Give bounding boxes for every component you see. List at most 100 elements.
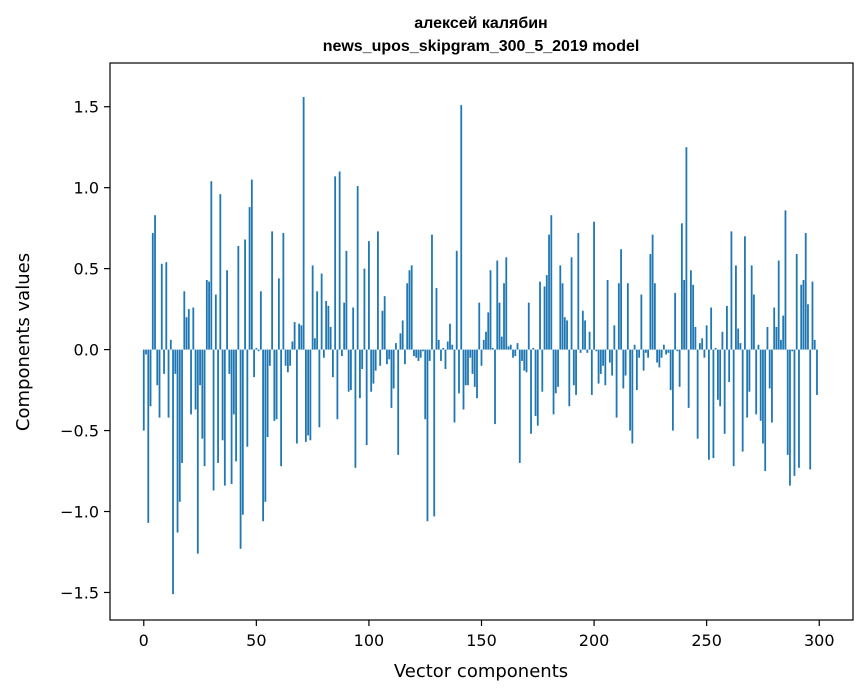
bar-29 — [208, 281, 210, 350]
bar-182 — [552, 349, 555, 415]
bar-104 — [377, 231, 379, 350]
bar-221 — [640, 294, 643, 350]
bar-34 — [219, 194, 222, 350]
bar-15 — [176, 349, 179, 533]
bar-232 — [665, 349, 668, 355]
bar-283 — [780, 339, 782, 350]
bar-179 — [545, 275, 548, 350]
y-axis: −1.5 −1.0 −0.5 0.0 0.5 1.0 1.5 — [60, 98, 110, 602]
bar-76 — [313, 338, 316, 350]
bar-109 — [388, 349, 391, 360]
bar-281 — [775, 326, 778, 350]
bar-106 — [381, 310, 384, 350]
bar-201 — [595, 349, 598, 352]
bar-238 — [678, 349, 681, 387]
bar-172 — [530, 349, 532, 434]
bar-164 — [512, 349, 514, 358]
bar-159 — [500, 336, 503, 350]
bar-213 — [622, 349, 625, 389]
bar-162 — [507, 346, 510, 350]
bar-137 — [451, 344, 454, 350]
bar-177 — [541, 349, 544, 392]
bar-66 — [291, 341, 294, 350]
bar-244 — [692, 284, 695, 350]
bar-48 — [250, 179, 253, 350]
bar-93 — [352, 307, 355, 350]
bar-274 — [759, 349, 762, 421]
bar-49 — [253, 349, 255, 378]
bar-218 — [633, 344, 636, 350]
bar-129 — [433, 349, 436, 517]
bar-20 — [187, 309, 190, 350]
bar-125 — [424, 349, 427, 420]
bar-28 — [205, 279, 208, 350]
bar-168 — [521, 349, 523, 361]
bar-194 — [579, 349, 582, 353]
bar-133 — [442, 347, 445, 350]
bar-197 — [586, 349, 589, 353]
bar-167 — [518, 349, 521, 463]
bar-280 — [773, 307, 776, 350]
bar-203 — [599, 349, 602, 374]
bar-122 — [417, 349, 420, 361]
bar-64 — [286, 349, 289, 373]
bar-124 — [422, 349, 424, 352]
bar-13 — [172, 349, 174, 595]
chart-title: алексей калябин — [414, 15, 547, 32]
bar-44 — [241, 349, 244, 515]
bar-58 — [273, 349, 276, 421]
x-tick-label-300: 300 — [804, 631, 835, 650]
bar-30 — [210, 181, 213, 350]
bar-100 — [368, 241, 370, 350]
bar-69 — [298, 323, 301, 350]
bar-128 — [431, 234, 433, 350]
bar-279 — [771, 349, 773, 423]
chart-subtitle: news_upos_skipgram_300_5_2019 model — [323, 38, 640, 55]
bar-88 — [341, 349, 343, 357]
bar-121 — [415, 349, 418, 358]
bar-52 — [259, 291, 262, 350]
bar-53 — [262, 349, 264, 522]
bar-259 — [726, 305, 728, 350]
bar-209 — [613, 325, 616, 350]
bar-35 — [221, 349, 224, 441]
bar-130 — [435, 288, 438, 350]
bar-26 — [201, 349, 204, 439]
bar-114 — [399, 333, 402, 350]
bar-202 — [597, 349, 600, 384]
bar-6 — [156, 349, 159, 386]
bar-228 — [656, 349, 659, 363]
bar-139 — [455, 250, 458, 350]
bar-287 — [789, 349, 791, 486]
bar-247 — [699, 343, 701, 350]
bar-115 — [401, 320, 404, 350]
bar-271 — [753, 294, 755, 350]
bar-295 — [807, 304, 809, 350]
bar-260 — [728, 349, 731, 382]
bars-group — [142, 97, 818, 595]
bar-195 — [581, 310, 584, 350]
bar-296 — [809, 349, 812, 470]
bar-5 — [154, 215, 156, 350]
bar-140 — [458, 349, 460, 394]
bar-145 — [469, 349, 472, 358]
bar-10 — [165, 262, 168, 350]
bar-61 — [280, 349, 283, 467]
bar-151 — [482, 339, 485, 350]
bar-103 — [374, 349, 377, 371]
x-axis: 0 50 100 150 200 250 300 — [139, 620, 835, 650]
bar-225 — [649, 254, 652, 350]
bar-153 — [487, 312, 490, 350]
bar-298 — [813, 339, 816, 350]
bar-169 — [523, 349, 526, 371]
bar-96 — [359, 349, 361, 399]
bar-200 — [593, 221, 595, 350]
bar-272 — [755, 349, 758, 415]
bar-204 — [602, 349, 604, 366]
bar-2 — [147, 349, 150, 523]
bar-111 — [392, 349, 395, 389]
bar-155 — [491, 347, 494, 350]
bar-240 — [683, 279, 686, 350]
bar-265 — [739, 343, 742, 350]
